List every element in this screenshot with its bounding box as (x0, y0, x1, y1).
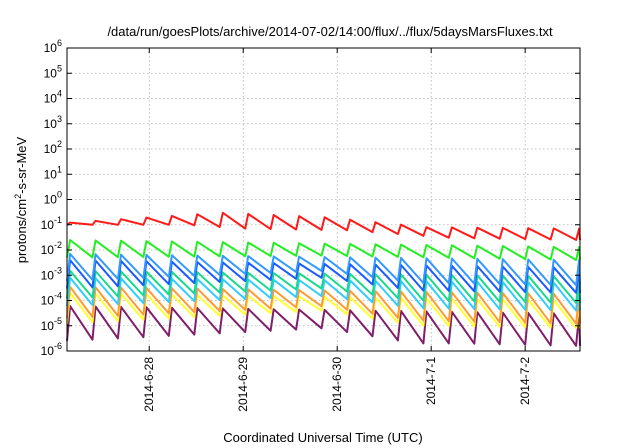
y-tick-label-base: 10 (44, 66, 58, 80)
y-axis-label-prefix: protons/cm (14, 199, 29, 263)
series-layer (66, 211, 581, 347)
x-tick-label: 2014-6-30 (330, 357, 344, 412)
y-tick-label: 103 (44, 114, 62, 131)
y-tick-label: 10-6 (41, 341, 62, 358)
y-tick-label: 10-1 (41, 215, 62, 232)
y-tick-label-exponent: -3 (54, 265, 62, 275)
y-tick-label: 102 (44, 139, 62, 156)
y-tick-label: 100 (44, 190, 62, 207)
series-line (66, 285, 581, 325)
y-tick-label: 10-3 (41, 265, 62, 282)
y-tick-label-exponent: -2 (54, 240, 62, 250)
x-axis-ticks: 2014-6-28 2014-6-29 2014-6-30 2014-7-1 2014-… (142, 48, 532, 412)
y-tick-label-exponent: -5 (54, 316, 62, 326)
y-tick-label-base: 10 (41, 218, 55, 232)
y-tick-label-base: 10 (44, 92, 58, 106)
series-line (66, 269, 581, 304)
y-tick-label-base: 10 (41, 243, 55, 257)
y-tick-label-exponent: 5 (57, 63, 62, 73)
y-axis-label-superscript: 2 (13, 194, 23, 199)
y-tick-label-base: 10 (44, 41, 58, 55)
y-tick-label: 10-5 (41, 316, 62, 333)
y-tick-label-exponent: -1 (54, 215, 62, 225)
chart-title: /data/run/goesPlots/archive/2014-07-02/1… (107, 24, 553, 39)
y-tick-label: 105 (44, 63, 62, 80)
y-tick-label: 10-4 (41, 291, 62, 308)
series-line (66, 252, 581, 287)
x-tick-label: 2014-7-1 (424, 357, 438, 405)
y-tick-label-base: 10 (44, 142, 58, 156)
y-tick-label-exponent: 6 (57, 38, 62, 48)
y-tick-label: 104 (44, 89, 62, 106)
x-axis-label: Coordinated Universal Time (UTC) (223, 430, 422, 445)
y-tick-label-base: 10 (41, 268, 55, 282)
y-tick-label-base: 10 (44, 117, 58, 131)
y-tick-label-exponent: 0 (57, 190, 62, 200)
series-line (66, 305, 581, 347)
y-axis-label: protons/cm2-s-sr-MeV (13, 136, 29, 263)
y-axis-ticks: 10610510410310210110010-110-210-310-410-… (41, 38, 580, 358)
y-tick-label: 10-2 (41, 240, 62, 257)
x-tick-label: 2014-6-28 (142, 357, 156, 412)
series-line (66, 211, 581, 241)
y-tick-label-base: 10 (41, 319, 55, 333)
y-tick-label-base: 10 (44, 167, 58, 181)
series-line (66, 239, 581, 261)
y-tick-label-base: 10 (44, 193, 58, 207)
y-tick-label-exponent: -6 (54, 341, 62, 351)
y-tick-label-exponent: 4 (57, 89, 62, 99)
y-tick-label-exponent: -4 (54, 291, 62, 301)
y-tick-label-base: 10 (41, 344, 55, 358)
y-tick-label-exponent: 3 (57, 114, 62, 124)
y-tick-label-base: 10 (41, 294, 55, 308)
y-axis-label-suffix: -s-sr-MeV (14, 136, 29, 193)
y-tick-label: 106 (44, 38, 62, 55)
y-tick-label-exponent: 1 (57, 164, 62, 174)
x-tick-label: 2014-7-2 (518, 357, 532, 405)
x-tick-label: 2014-6-29 (236, 357, 250, 412)
y-tick-label-exponent: 2 (57, 139, 62, 149)
y-tick-label: 101 (44, 164, 62, 181)
